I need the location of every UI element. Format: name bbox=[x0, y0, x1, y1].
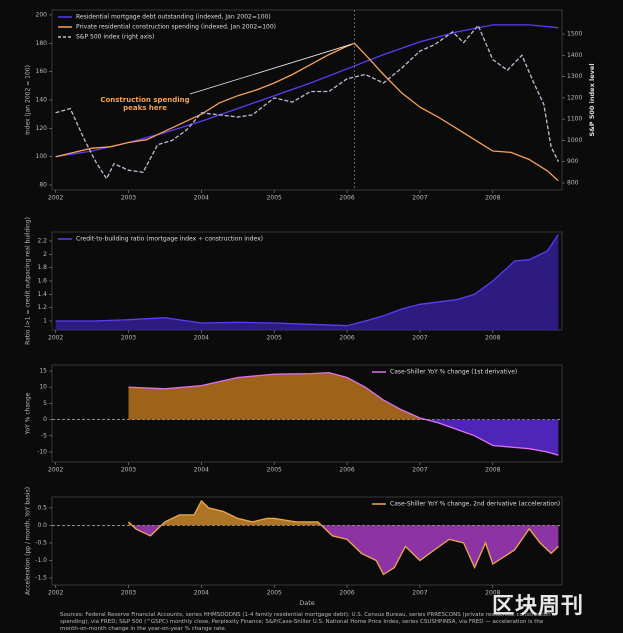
line bbox=[55, 24, 559, 158]
y-tick-label: 180 bbox=[36, 40, 48, 47]
y-axis-label: Ratio (>1 = credit outpacing real buildi… bbox=[25, 217, 32, 345]
line bbox=[128, 371, 559, 456]
x-tick-label: 2006 bbox=[339, 590, 354, 597]
y2-tick-label: 1100 bbox=[567, 116, 582, 123]
y-tick-label: 0 bbox=[43, 416, 47, 423]
y-tick-label: 1 bbox=[43, 318, 47, 325]
x-tick-label: 2002 bbox=[48, 195, 63, 202]
x-tick-label: 2003 bbox=[121, 590, 136, 597]
y-tick-label: 80 bbox=[39, 182, 47, 189]
x-tick-label: 2004 bbox=[194, 195, 209, 202]
line bbox=[55, 233, 559, 327]
y2-tick-label: 1200 bbox=[567, 94, 582, 101]
legend-label: S&P 500 index (right axis) bbox=[76, 34, 154, 41]
x-tick-label: 2005 bbox=[267, 195, 282, 202]
x-tick-label: 2002 bbox=[48, 590, 63, 597]
x-tick-label: 2003 bbox=[121, 335, 136, 342]
x-tick-label: 2008 bbox=[485, 467, 500, 474]
y-tick-label: 2 bbox=[43, 251, 47, 258]
x-tick-label: 2008 bbox=[485, 590, 500, 597]
x-tick-label: 2007 bbox=[412, 590, 427, 597]
x-tick-label: 2004 bbox=[194, 467, 209, 474]
legend-label: Case-Shiller YoY % change, 2nd derivativ… bbox=[390, 501, 560, 508]
x-tick-label: 2003 bbox=[121, 467, 136, 474]
x-tick-label: 2004 bbox=[194, 335, 209, 342]
y2-axis-label: S&P 500 index level bbox=[588, 63, 596, 136]
y-tick-label: 140 bbox=[36, 97, 48, 104]
y-tick-label: 1.6 bbox=[37, 278, 47, 285]
x-tick-label: 2005 bbox=[267, 467, 282, 474]
x-tick-label: 2008 bbox=[485, 335, 500, 342]
x-tick-label: 2006 bbox=[339, 195, 354, 202]
y-axis-label: YoY % change bbox=[25, 392, 32, 435]
y-tick-label: 5 bbox=[43, 400, 47, 407]
x-tick-label: 2002 bbox=[48, 467, 63, 474]
y-tick-label: 1.8 bbox=[37, 264, 47, 271]
y-tick-label: 2.2 bbox=[37, 238, 47, 245]
y-tick-label: 120 bbox=[36, 125, 48, 132]
x-axis-label: Date bbox=[299, 599, 315, 607]
x-tick-label: 2007 bbox=[412, 467, 427, 474]
y2-tick-label: 1400 bbox=[567, 52, 582, 59]
y2-tick-label: 1300 bbox=[567, 73, 582, 80]
y2-tick-label: 800 bbox=[567, 179, 579, 186]
x-tick-label: 2004 bbox=[194, 590, 209, 597]
y-tick-label: -1.5 bbox=[35, 574, 47, 581]
x-tick-label: 2006 bbox=[339, 467, 354, 474]
y-tick-label: 1.4 bbox=[37, 291, 47, 298]
y-tick-label: -1.0 bbox=[35, 557, 47, 564]
y2-tick-label: 1500 bbox=[567, 31, 582, 38]
line bbox=[55, 24, 559, 181]
legend-label: Residential mortgage debt outstanding (i… bbox=[76, 14, 271, 21]
y-axis-label: Acceleration (pp / month, YoY basis) bbox=[25, 487, 32, 595]
annotation-arrow bbox=[189, 43, 352, 95]
y-tick-label: 160 bbox=[36, 68, 48, 75]
x-tick-label: 2002 bbox=[48, 335, 63, 342]
legend-label: Private residential construction spendin… bbox=[76, 24, 276, 31]
y-tick-label: 200 bbox=[36, 11, 48, 18]
x-tick-label: 2006 bbox=[339, 335, 354, 342]
x-tick-label: 2008 bbox=[485, 195, 500, 202]
y-tick-label: 100 bbox=[36, 153, 48, 160]
x-tick-label: 2005 bbox=[267, 335, 282, 342]
y-tick-label: 1.2 bbox=[37, 304, 47, 311]
y2-tick-label: 1000 bbox=[567, 137, 582, 144]
annotation: Construction spending peaks here bbox=[100, 96, 190, 112]
area-negative bbox=[132, 525, 559, 575]
y-tick-label: 10 bbox=[39, 384, 47, 391]
line bbox=[128, 499, 559, 576]
line bbox=[55, 42, 559, 182]
area-positive bbox=[128, 500, 559, 526]
area-negative bbox=[128, 419, 559, 456]
footer: Sources: Federal Reserve Financial Accou… bbox=[60, 612, 551, 632]
plot-area bbox=[51, 9, 563, 191]
y-tick-label: -10 bbox=[37, 448, 47, 455]
x-tick-label: 2005 bbox=[267, 590, 282, 597]
legend-label: Credit-to-building ratio (mortgage index… bbox=[76, 236, 263, 243]
watermark: 区块周刊 bbox=[492, 594, 585, 619]
x-tick-label: 2007 bbox=[412, 335, 427, 342]
area-positive bbox=[128, 372, 426, 420]
y-tick-label: -5 bbox=[41, 432, 47, 439]
legend-label: Case-Shiller YoY % change (1st derivativ… bbox=[390, 369, 517, 376]
y-tick-label: 0.5 bbox=[37, 504, 47, 511]
y-tick-label: 0.0 bbox=[37, 522, 47, 529]
x-tick-label: 2007 bbox=[412, 195, 427, 202]
y2-tick-label: 900 bbox=[567, 158, 579, 165]
x-tick-label: 2003 bbox=[121, 195, 136, 202]
y-axis-label: Index (Jan 2002 = 100) bbox=[25, 65, 32, 135]
y-tick-label: -0.5 bbox=[35, 539, 47, 546]
area bbox=[55, 234, 559, 330]
y-tick-label: 15 bbox=[39, 367, 47, 374]
